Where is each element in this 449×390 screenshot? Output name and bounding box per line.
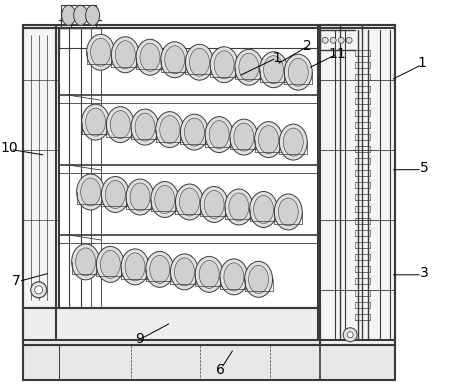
Text: 6: 6 (216, 363, 225, 377)
Ellipse shape (87, 34, 114, 70)
Ellipse shape (161, 42, 189, 78)
Ellipse shape (136, 39, 164, 75)
Ellipse shape (151, 181, 179, 218)
Ellipse shape (250, 191, 277, 227)
Ellipse shape (86, 108, 106, 136)
Polygon shape (23, 28, 59, 308)
Ellipse shape (235, 49, 263, 85)
Ellipse shape (77, 174, 105, 210)
Text: 1: 1 (272, 51, 281, 65)
Ellipse shape (81, 178, 101, 206)
Ellipse shape (126, 179, 154, 215)
Ellipse shape (171, 254, 198, 290)
Ellipse shape (131, 109, 159, 145)
Ellipse shape (82, 104, 110, 140)
Ellipse shape (180, 188, 199, 216)
Text: 10: 10 (1, 141, 18, 155)
Ellipse shape (74, 5, 88, 25)
Ellipse shape (278, 198, 298, 226)
Circle shape (35, 286, 43, 294)
Ellipse shape (91, 38, 110, 66)
Text: 5: 5 (420, 161, 429, 175)
Ellipse shape (165, 46, 185, 74)
Circle shape (347, 332, 353, 338)
Circle shape (322, 37, 328, 43)
Ellipse shape (254, 195, 273, 223)
Ellipse shape (239, 53, 259, 81)
Ellipse shape (160, 116, 180, 144)
Ellipse shape (259, 126, 278, 154)
Ellipse shape (283, 128, 303, 156)
Ellipse shape (230, 119, 258, 155)
Text: 9: 9 (135, 332, 144, 346)
Ellipse shape (130, 183, 150, 211)
Ellipse shape (195, 256, 223, 292)
Ellipse shape (204, 190, 224, 218)
Ellipse shape (284, 54, 312, 90)
Ellipse shape (220, 259, 248, 295)
Ellipse shape (86, 5, 100, 25)
Ellipse shape (234, 123, 254, 151)
Ellipse shape (205, 117, 233, 152)
Ellipse shape (245, 261, 273, 297)
Ellipse shape (101, 177, 129, 213)
Ellipse shape (209, 121, 229, 149)
Ellipse shape (200, 186, 228, 222)
Ellipse shape (125, 253, 145, 281)
Polygon shape (23, 345, 395, 380)
Ellipse shape (264, 56, 283, 84)
Text: 3: 3 (420, 266, 429, 280)
Polygon shape (23, 308, 320, 345)
Circle shape (343, 328, 357, 342)
Ellipse shape (255, 122, 282, 158)
Text: 2: 2 (304, 39, 312, 53)
Ellipse shape (225, 189, 253, 225)
Ellipse shape (185, 118, 204, 146)
Ellipse shape (62, 5, 75, 25)
Text: 11: 11 (328, 47, 346, 61)
Ellipse shape (279, 124, 307, 160)
Ellipse shape (111, 37, 139, 73)
Ellipse shape (249, 265, 269, 293)
Ellipse shape (175, 258, 194, 286)
Ellipse shape (106, 181, 125, 209)
Ellipse shape (180, 114, 208, 150)
Ellipse shape (101, 250, 120, 278)
Ellipse shape (274, 194, 302, 230)
Ellipse shape (115, 41, 135, 69)
Ellipse shape (210, 47, 238, 83)
Ellipse shape (97, 246, 124, 282)
Text: 7: 7 (12, 274, 21, 288)
Circle shape (346, 37, 352, 43)
Ellipse shape (75, 248, 96, 276)
Ellipse shape (199, 261, 219, 288)
Ellipse shape (72, 244, 100, 280)
Ellipse shape (110, 111, 130, 138)
Ellipse shape (106, 106, 134, 143)
Ellipse shape (189, 48, 209, 76)
Ellipse shape (146, 252, 174, 287)
Ellipse shape (260, 52, 287, 88)
Ellipse shape (156, 112, 184, 147)
Ellipse shape (140, 43, 160, 71)
Ellipse shape (155, 186, 175, 213)
Ellipse shape (224, 263, 244, 291)
Polygon shape (320, 25, 395, 345)
Ellipse shape (135, 113, 155, 141)
Ellipse shape (229, 193, 249, 221)
Circle shape (338, 37, 344, 43)
Ellipse shape (150, 255, 170, 284)
Circle shape (330, 37, 336, 43)
Circle shape (31, 282, 47, 298)
Ellipse shape (214, 51, 234, 79)
Ellipse shape (185, 44, 213, 80)
Ellipse shape (176, 184, 203, 220)
Ellipse shape (288, 58, 308, 86)
Ellipse shape (121, 249, 149, 285)
Text: 1: 1 (418, 56, 427, 70)
